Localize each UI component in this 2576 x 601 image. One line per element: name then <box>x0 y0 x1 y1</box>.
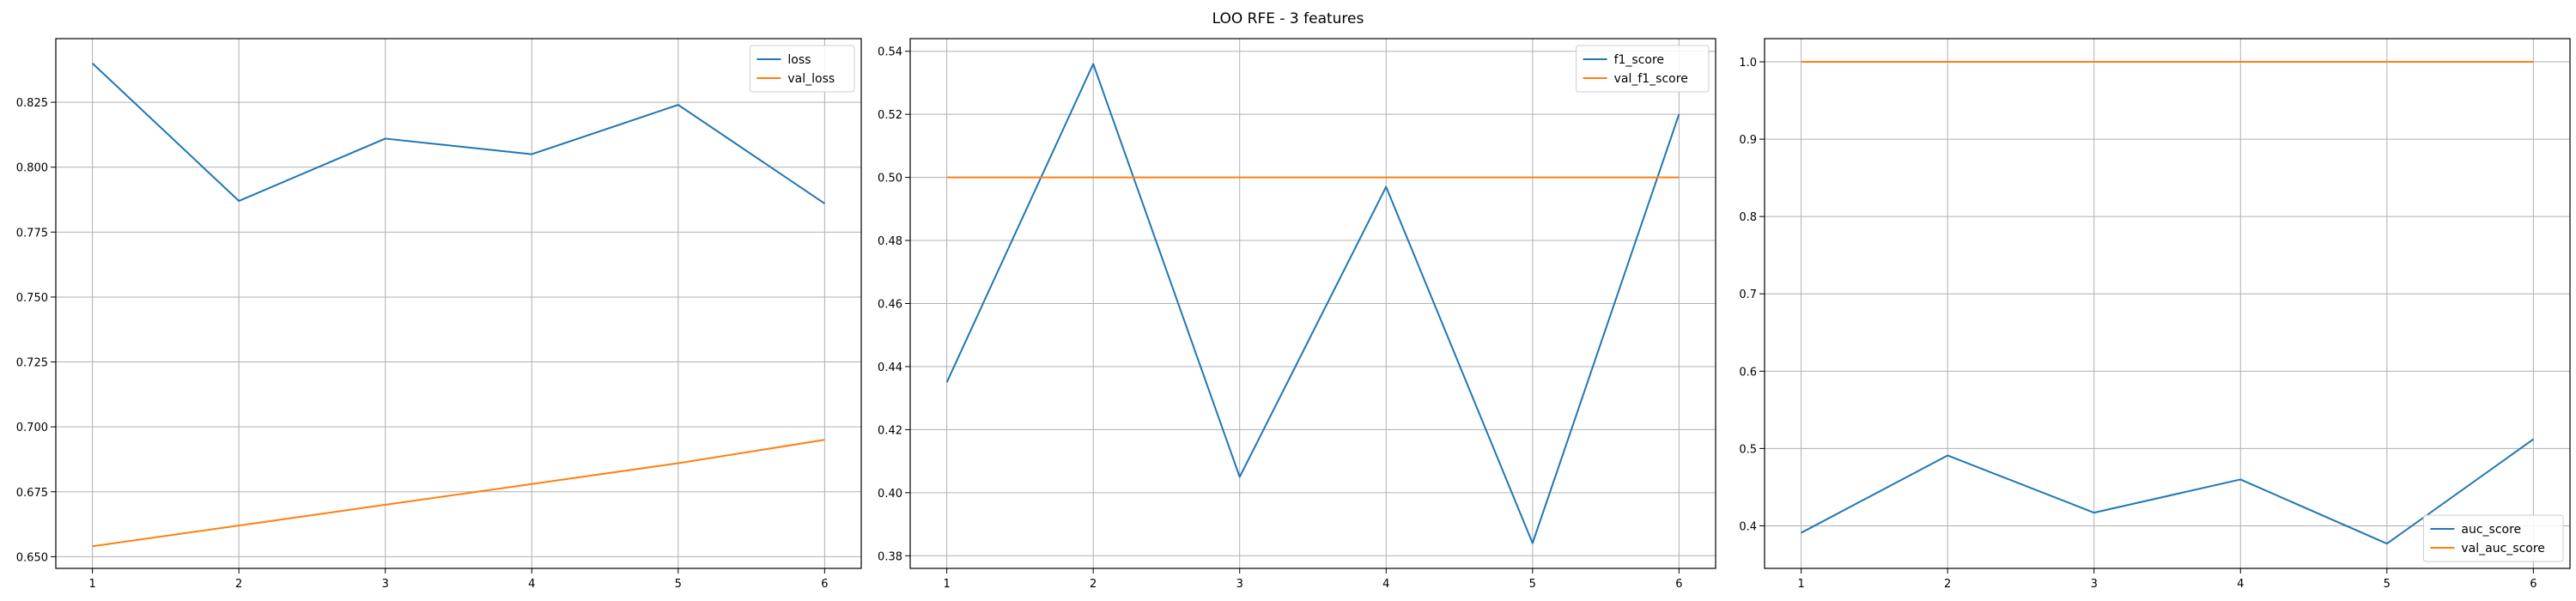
y-tick-label: 0.54 <box>878 46 902 59</box>
y-tick-label: 0.5 <box>1739 443 1757 456</box>
subplots: 1 2 3 4 5 60.6500.6750.7000.7250.7500.7750.80… <box>16 38 2571 591</box>
legend: f1_score val_f1_score <box>1576 45 1710 93</box>
x-tick-label: 6 <box>2530 578 2537 591</box>
x-tick-label: 2 <box>235 578 242 591</box>
y-tick-label: 0.52 <box>878 109 902 122</box>
legend-label: val_f1_score <box>1614 72 1688 86</box>
x-tick-label: 4 <box>2237 578 2244 591</box>
x-tick-label: 1 <box>1797 578 1804 591</box>
x-tick-label: 3 <box>2091 578 2098 591</box>
series-line-loss <box>91 63 825 204</box>
x-tick-label: 4 <box>528 578 535 591</box>
y-tick-label: 0.48 <box>878 235 902 248</box>
legend-label: val_auc_score <box>2461 542 2545 555</box>
y-tick-label: 0.825 <box>16 97 48 110</box>
y-tick-label: 0.6 <box>1739 366 1757 379</box>
legend-box <box>749 45 855 93</box>
legend-label: val_loss <box>787 72 835 86</box>
legend: loss val_loss <box>749 45 855 93</box>
subplot-1: 1 2 3 4 5 6 0.650 0.675 0.700 0.725 0.750 0.775 0.80… <box>16 38 862 591</box>
x-tick-label: 3 <box>382 578 389 591</box>
axes-frame <box>1764 38 2571 569</box>
subplot-3: 1 2 3 4 5 6 0.4 0.5 0.6 0.7 0.8 0.9 1.0 auc_score val_… <box>1739 38 2571 591</box>
x-tick-label: 5 <box>1529 578 1536 591</box>
x-tick-label: 2 <box>1090 578 1097 591</box>
y-tick-label: 0.46 <box>878 299 902 312</box>
y-tick-label: 0.725 <box>16 357 48 370</box>
y-tick-label: 0.650 <box>16 551 48 564</box>
plot-area <box>1765 39 2570 568</box>
series-line-val-loss <box>92 439 825 548</box>
y-tick-label: 0.8 <box>1739 211 1757 224</box>
legend-box <box>2422 514 2564 562</box>
y-tick-label: 0.700 <box>16 422 48 434</box>
x-tick-label: 3 <box>1236 578 1243 591</box>
y-tick-label: 0.7 <box>1739 288 1757 301</box>
x-tick-label: 5 <box>2384 578 2391 591</box>
axes-frame <box>55 38 862 569</box>
x-tick-label: 1 <box>88 578 95 591</box>
x-tick-label: 6 <box>821 578 828 591</box>
y-tick-label: 0.750 <box>16 292 48 305</box>
figure-title: LOO RFE - 3 features <box>1212 10 1364 27</box>
x-tick-label: 4 <box>1382 578 1389 591</box>
y-tick-label: 0.38 <box>878 550 902 563</box>
y-tick-label: 0.4 <box>1739 520 1757 533</box>
y-tick-label: 0.675 <box>16 487 48 500</box>
legend: auc_score val_auc_score <box>2422 514 2564 562</box>
y-tick-label: 0.50 <box>878 173 902 185</box>
x-tick-label: 1 <box>943 578 950 591</box>
series-line-f1-score <box>945 63 1680 544</box>
x-tick-label: 2 <box>1944 578 1951 591</box>
y-tick-label: 0.44 <box>878 361 902 374</box>
x-tick-label: 6 <box>1675 578 1682 591</box>
plot-area <box>56 39 861 568</box>
subplot-2: 1 2 3 4 5 6 0.38 0.40 0.42 0.44 0.46 0.48 0.50 0.52 0.… <box>878 38 1716 591</box>
legend-label: loss <box>787 53 811 67</box>
y-tick-label: 0.775 <box>16 227 48 240</box>
x-tick-label: 5 <box>675 578 682 591</box>
series-line-auc-score <box>1801 438 2534 545</box>
legend-box <box>1576 45 1710 93</box>
y-tick-label: 0.9 <box>1739 134 1757 147</box>
legend-label: auc_score <box>2461 523 2521 537</box>
y-tick-label: 0.42 <box>878 424 902 437</box>
y-tick-label: 0.800 <box>16 162 48 175</box>
y-tick-label: 0.40 <box>878 488 902 501</box>
y-tick-label: 1.0 <box>1739 57 1757 70</box>
legend-label: f1_score <box>1614 53 1664 67</box>
